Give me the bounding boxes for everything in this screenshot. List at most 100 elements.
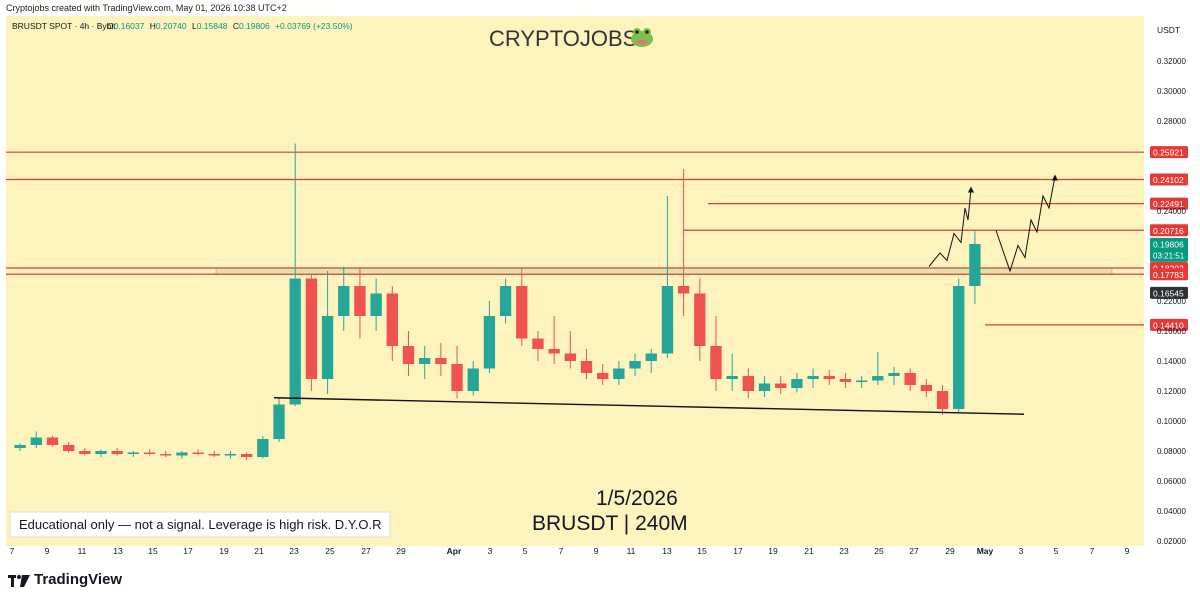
x-tick-label: 5 [1054,546,1059,556]
projection-arrowhead [1052,174,1058,181]
disclaimer-box [9,511,391,538]
x-tick-label: 7 [559,546,564,556]
candle [661,196,674,358]
candle [354,268,366,339]
price-level-tag: 0.22491 [1150,197,1188,210]
candle [516,268,528,346]
candle [127,451,140,457]
y-tick-label: 0.22000 [1157,297,1186,306]
x-tick-label: 19 [768,546,778,556]
date-annotation: 1/5/2026 [596,487,678,510]
x-tick-label: 3 [488,546,493,556]
ohlc-high: 0.20740 [156,21,187,31]
projection-path[interactable] [995,176,1056,273]
x-tick-label: 5 [523,546,528,556]
y-tick-label: 0.24000 [1157,207,1186,216]
candle [483,301,496,373]
candle [823,370,835,385]
price-level-label: 0.25921 [1153,148,1184,158]
x-tick-label: 29 [945,546,955,556]
symbol-line: BRUSDT SPOT · 4h · Bybit [12,21,116,31]
x-tick-label: 7 [10,546,15,556]
candle [839,373,852,388]
x-tick-label: 3 [1019,546,1024,556]
candle [192,449,204,456]
price-level-label: 0.24102 [1153,175,1184,185]
candle [338,266,350,331]
price-level-label: 0.17783 [1153,270,1184,280]
price-level-tag: 0.24102 [1150,173,1188,186]
brand-title: CRYPTOJOBS [489,26,637,51]
price-level-label: 0.16545 [1153,288,1184,298]
currency-label: USDT [1157,25,1180,35]
price-level-tag: 0.16545 [1150,286,1188,299]
attribution-line: Cryptojobs created with TradingView.com,… [6,3,287,13]
candle [904,368,916,391]
x-tick-label: 25 [325,546,335,556]
candle [775,376,787,394]
candle [95,449,107,457]
candle [742,368,755,399]
support-trendline[interactable] [273,397,1025,415]
candle [807,368,819,388]
candle [758,376,771,397]
candle [79,448,91,456]
candle [224,451,237,459]
x-tick-label: May [977,546,994,556]
y-tick-label: 0.12000 [1157,387,1186,396]
candle [62,442,75,453]
candle [969,230,981,304]
candle [920,379,933,397]
y-tick-label: 0.06000 [1157,477,1186,486]
x-tick-label: 13 [662,546,672,556]
candle [111,448,123,456]
y-tick-label: 0.28000 [1157,117,1186,126]
y-tick-label: 0.32000 [1157,57,1186,66]
x-tick-label: 23 [839,546,849,556]
candle [888,367,900,385]
candle [208,451,220,457]
pair-annotation: BRUSDT | 240M [532,512,688,535]
y-tick-label: 0.30000 [1157,87,1186,96]
candle [726,353,738,391]
candle [435,343,447,376]
x-tick-label: 21 [804,546,814,556]
candle [386,286,398,361]
price-level-tag: 0.20716 [1150,224,1188,237]
x-tick-label: 9 [1125,546,1130,556]
y-tick-label: 0.04000 [1157,507,1186,516]
candle [936,385,949,415]
price-level-tag: 0.17783 [1150,268,1188,281]
y-tick-label: 0.10000 [1157,417,1186,426]
ohlc-change: +0.03769 (+23.50%) [275,21,353,31]
tradingview-footer[interactable]: TradingView [8,571,122,588]
price-level-tag: 0.14410 [1150,318,1188,331]
x-tick-label: 17 [183,546,193,556]
ohlc-values: O0.16037 H0.20740 L0.15848 C0.19806 +0.0… [107,21,353,31]
x-tick-label: 9 [594,546,599,556]
candle [597,364,609,385]
candle [257,436,269,459]
x-tick-label: 9 [45,546,50,556]
candle [419,346,431,379]
candle [289,143,301,406]
x-tick-label: 7 [1090,546,1095,556]
countdown-label: 03:21:51 [1153,251,1185,260]
candle [613,361,625,385]
candle [30,431,42,448]
disclaimer-text: Educational only — not a signal. Leverag… [19,517,382,532]
projection-path[interactable] [928,188,972,267]
candle [467,361,479,396]
candle [694,278,706,361]
candle [855,376,868,388]
candle [710,316,722,391]
candle [791,373,803,393]
candle [564,331,576,369]
current-price-label: 0.19806 [1153,239,1184,249]
candle [499,278,512,324]
x-tick-label: 17 [733,546,743,556]
ohlc-low: 0.15848 [197,21,228,31]
candle [580,349,593,379]
